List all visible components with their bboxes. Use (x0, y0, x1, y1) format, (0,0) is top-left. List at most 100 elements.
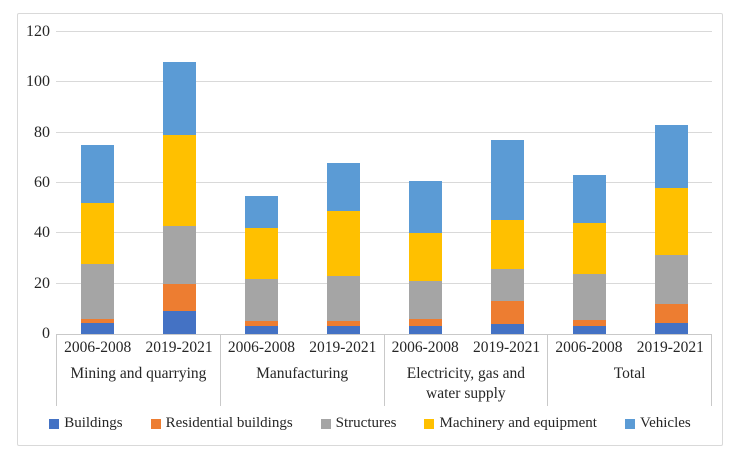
legend-item-buildings: Buildings (49, 415, 123, 432)
segment-vehicles (80, 145, 114, 204)
segment-structures (244, 278, 278, 322)
x-year-label: 2019-2021 (309, 339, 377, 356)
segment-machinery-and-equipment (162, 135, 196, 226)
gridline-20 (56, 282, 712, 284)
segment-buildings (654, 322, 688, 334)
legend-swatch-machinery-and-equipment (424, 418, 435, 429)
segment-structures (80, 263, 114, 319)
segment-residential-buildings (572, 320, 606, 327)
bar-total-2006-2008 (572, 175, 606, 334)
x-year-label: 2006-2008 (64, 339, 132, 356)
gridline-80 (56, 131, 712, 133)
plot-area (56, 31, 712, 335)
segment-buildings (326, 326, 360, 334)
legend-swatch-residential-buildings (150, 418, 161, 429)
legend-label: Structures (335, 415, 397, 431)
segment-structures (408, 281, 442, 319)
bar-manufacturing-2006-2008 (244, 195, 278, 334)
segment-vehicles (244, 195, 278, 229)
legend-label: Machinery and equipment (439, 415, 597, 431)
bar-total-2019-2021 (654, 125, 688, 334)
bar-group-electricity-gas-and-water-supply (384, 32, 548, 334)
bar-mining-and-quarrying-2006-2008 (80, 145, 114, 334)
x-group-label: Mining and quarrying (70, 365, 207, 382)
legend-label: Vehicles (639, 415, 691, 431)
legend-item-vehicles: Vehicles (624, 415, 691, 432)
x-year-label: 2006-2008 (391, 339, 459, 356)
legend-item-machinery-and-equipment: Machinery and equipment (424, 415, 597, 432)
segment-residential-buildings (326, 321, 360, 327)
bar-electricity-gas-and-water-supply-2019-2021 (490, 140, 524, 334)
x-cell-manufacturing: 2006-2008 2019-2021 Manufacturing (219, 334, 384, 406)
bar-group-manufacturing (220, 32, 384, 334)
segment-machinery-and-equipment (244, 228, 278, 279)
segment-structures (654, 254, 688, 304)
y-tick-label-100: 100 (26, 73, 50, 91)
bar-group-total (548, 32, 712, 334)
segment-machinery-and-equipment (490, 219, 524, 269)
gridline-40 (56, 232, 712, 234)
segment-residential-buildings (408, 318, 442, 327)
segment-machinery-and-equipment (80, 203, 114, 264)
segment-vehicles (408, 180, 442, 234)
x-year-label: 2019-2021 (472, 339, 541, 356)
segment-machinery-and-equipment (408, 233, 442, 282)
bar-mining-and-quarrying-2019-2021 (162, 62, 196, 334)
segment-residential-buildings (654, 303, 688, 323)
segment-buildings (80, 322, 114, 334)
gridline-60 (56, 182, 712, 183)
segment-vehicles (572, 175, 606, 224)
x-axis: 2006-2008 2019-2021 Mining and quarrying 20… (56, 334, 712, 406)
segment-residential-buildings (162, 283, 196, 312)
x-year-labels: 2006-2008 2019-2021 (221, 334, 384, 362)
segment-structures (326, 276, 360, 322)
segment-buildings (244, 326, 278, 334)
y-tick-label-0: 0 (42, 325, 50, 342)
y-tick-label-80: 80 (34, 123, 50, 141)
segment-residential-buildings (244, 321, 278, 327)
segment-residential-buildings (80, 318, 114, 323)
x-year-labels: 2006-2008 2019-2021 (57, 334, 220, 362)
segment-vehicles (162, 62, 196, 136)
bar-electricity-gas-and-water-supply-2006-2008 (408, 180, 442, 334)
x-cell-mining-and-quarrying: 2006-2008 2019-2021 Mining and quarrying (56, 334, 220, 406)
x-group-label: Manufacturing (256, 365, 349, 382)
y-tick-label-40: 40 (34, 224, 50, 242)
chart-figure: 0 20 40 60 80 100 120 2006-2008 2019-2021 Mining… (17, 13, 723, 446)
segment-buildings (572, 326, 606, 334)
segment-residential-buildings (490, 301, 524, 324)
segment-machinery-and-equipment (326, 210, 360, 277)
x-year-label: 2006-2008 (227, 339, 296, 356)
x-year-label: 2006-2008 (555, 339, 623, 356)
gridline-100 (56, 81, 712, 83)
segment-machinery-and-equipment (572, 223, 606, 274)
x-group-label: Total (613, 365, 646, 382)
segment-machinery-and-equipment (654, 188, 688, 255)
x-year-label: 2019-2021 (636, 339, 704, 356)
x-year-labels: 2006-2008 2019-2021 (385, 334, 548, 362)
legend: Buildings Residential buildings Structures… (18, 415, 722, 432)
segment-vehicles (654, 125, 688, 189)
gridline-120 (56, 31, 712, 32)
legend-swatch-vehicles (624, 418, 635, 429)
segment-structures (162, 225, 196, 284)
segment-structures (490, 268, 524, 302)
bar-manufacturing-2019-2021 (326, 162, 360, 334)
x-cell-total: 2006-2008 2019-2021 Total (547, 334, 712, 406)
legend-label: Residential buildings (165, 415, 293, 431)
x-group-label: Electricity, gas and water supply (406, 365, 525, 403)
segment-buildings (162, 311, 196, 334)
bar-group-mining-and-quarrying (56, 32, 220, 334)
legend-swatch-structures (320, 418, 331, 429)
segment-structures (572, 273, 606, 321)
legend-item-residential-buildings: Residential buildings (150, 415, 293, 432)
y-tick-label-120: 120 (26, 23, 50, 40)
legend-swatch-buildings (49, 418, 60, 429)
segment-buildings (408, 326, 442, 334)
legend-label: Buildings (64, 415, 123, 431)
legend-item-structures: Structures (320, 415, 397, 432)
x-year-labels: 2006-2008 2019-2021 (548, 334, 711, 362)
y-tick-label-20: 20 (34, 274, 50, 292)
segment-buildings (490, 323, 524, 334)
segment-vehicles (326, 162, 360, 211)
